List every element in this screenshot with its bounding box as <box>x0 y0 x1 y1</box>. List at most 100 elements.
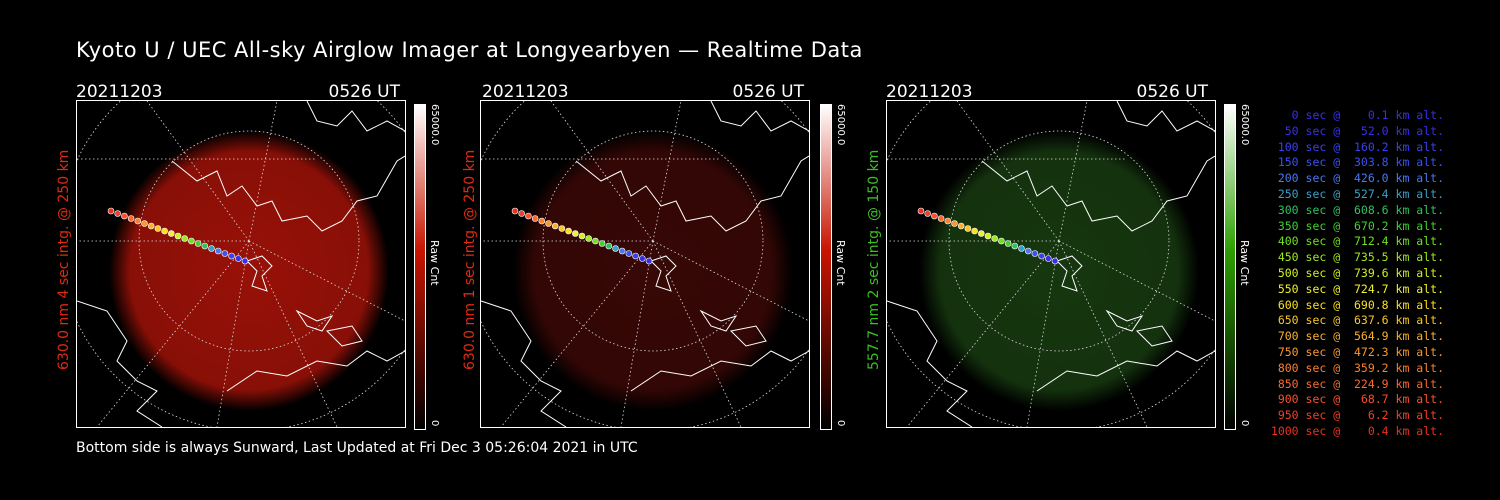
footer-note: Bottom side is always Sunward, Last Upda… <box>76 440 638 456</box>
trajectory-point <box>161 227 168 235</box>
trajectory-point <box>618 247 626 255</box>
panel-1-map <box>77 101 405 427</box>
trajectory-point <box>944 217 952 225</box>
airglow-disk <box>919 131 1199 411</box>
panel-2-cbar-unit: Raw Cnt <box>834 240 847 286</box>
trajectory-point <box>538 217 546 225</box>
trajectory-point <box>121 212 128 220</box>
trajectory-point <box>188 237 195 245</box>
trajectory-point <box>511 207 519 215</box>
trajectory-point <box>127 215 135 222</box>
trajectory-point <box>625 250 633 257</box>
panel-3-ylabel: 557.7 nm 2 sec intg. @ 150 km <box>866 149 882 370</box>
panel-3-cbar-max: 65000.0 <box>1239 104 1250 146</box>
trajectory-point <box>518 210 526 217</box>
trajectory-point <box>194 240 202 247</box>
trajectory-point <box>612 245 619 252</box>
trajectory-point <box>951 220 958 227</box>
map-grid <box>481 101 809 427</box>
legend-row: 150 sec @ 303.8 km alt. <box>1270 155 1444 170</box>
trajectory-point <box>1038 252 1045 260</box>
panel-2-cbar-max: 65000.0 <box>835 104 846 146</box>
trajectory-point <box>924 210 932 217</box>
legend-row: 900 sec @ 68.7 km alt. <box>1270 392 1444 407</box>
trajectory-point <box>1045 255 1052 262</box>
trajectory-point <box>632 252 639 260</box>
rocket-trajectory <box>511 207 653 265</box>
panel-3-image[interactable] <box>886 100 1216 428</box>
legend-row: 1000 sec @ 0.4 km alt. <box>1270 423 1444 438</box>
trajectory-point <box>645 257 653 265</box>
page-title: Kyoto U / UEC All-sky Airglow Imager at … <box>76 38 863 62</box>
trajectory-point <box>228 252 235 260</box>
trajectory-point <box>585 235 592 242</box>
trajectory-point <box>971 227 978 235</box>
trajectory-point <box>1051 257 1059 265</box>
coastline <box>77 101 405 427</box>
map-grid <box>77 101 405 427</box>
coastline <box>481 101 809 427</box>
trajectory-point <box>998 237 1005 245</box>
trajectory-point <box>984 232 992 240</box>
legend-row: 850 sec @ 224.9 km alt. <box>1270 376 1444 391</box>
legend-row: 100 sec @ 160.2 km alt. <box>1270 139 1444 154</box>
trajectory-point <box>639 255 646 262</box>
trajectory-point <box>991 235 998 242</box>
trajectory-point <box>114 210 122 217</box>
panel-1-ylabel: 630.0 nm 4 sec intg. @ 250 km <box>56 149 72 370</box>
trajectory-point <box>531 215 539 222</box>
panel-1-cbar-min: 0 <box>429 420 440 427</box>
airglow-disk <box>513 131 793 411</box>
panel-3-time: 0526 UT <box>1136 82 1209 102</box>
panel-1-date: 20211203 <box>76 82 163 102</box>
legend-row: 550 sec @ 724.7 km alt. <box>1270 281 1444 296</box>
legend-row: 250 sec @ 527.4 km alt. <box>1270 186 1444 201</box>
legend-row: 950 sec @ 6.2 km alt. <box>1270 408 1444 423</box>
trajectory-point <box>168 230 175 237</box>
trajectory-point <box>592 237 599 245</box>
legend-row: 500 sec @ 739.6 km alt. <box>1270 265 1444 280</box>
panel-3-date: 20211203 <box>886 82 973 102</box>
panel-3-cbar-unit: Raw Cnt <box>1238 240 1251 286</box>
panel-2-time: 0526 UT <box>732 82 805 102</box>
legend-row: 450 sec @ 735.5 km alt. <box>1270 250 1444 265</box>
trajectory-point <box>545 220 552 227</box>
trajectory-point <box>964 225 972 232</box>
legend-row: 650 sec @ 637.6 km alt. <box>1270 313 1444 328</box>
trajectory-point <box>235 255 242 262</box>
trajectory-point <box>551 222 559 230</box>
trajectory-point <box>181 235 188 242</box>
trajectory-point <box>558 225 566 232</box>
trajectory-point <box>1031 250 1039 257</box>
legend-row: 400 sec @ 712.4 km alt. <box>1270 234 1444 249</box>
rocket-trajectory <box>917 207 1059 265</box>
panel-1-cbar-unit: Raw Cnt <box>428 240 441 286</box>
legend-row: 750 sec @ 472.3 km alt. <box>1270 344 1444 359</box>
trajectory-point <box>1024 247 1032 255</box>
trajectory-point <box>107 207 115 215</box>
trajectory-point <box>154 225 162 232</box>
legend-row: 50 sec @ 52.0 km alt. <box>1270 123 1444 138</box>
trajectory-point <box>1018 245 1025 252</box>
airglow-disk <box>109 131 389 411</box>
legend-row: 0 sec @ 0.1 km alt. <box>1270 108 1444 122</box>
trajectory-point <box>1004 240 1012 247</box>
panel-2-cbar-min: 0 <box>835 420 846 427</box>
panel-3-colorbar <box>1224 104 1236 430</box>
trajectory-point <box>1011 242 1019 250</box>
legend-row: 700 sec @ 564.9 km alt. <box>1270 329 1444 344</box>
panel-2-colorbar <box>820 104 832 430</box>
panel-2-map <box>481 101 809 427</box>
trajectory-point <box>578 232 586 240</box>
legend-row: 800 sec @ 359.2 km alt. <box>1270 360 1444 375</box>
trajectory-point <box>605 242 613 250</box>
panel-1-colorbar <box>414 104 426 430</box>
trajectory-point <box>937 215 945 222</box>
panel-2-image[interactable] <box>480 100 810 428</box>
trajectory-point <box>978 230 985 237</box>
panel-1-image[interactable] <box>76 100 406 428</box>
trajectory-point <box>201 242 209 250</box>
trajectory-point <box>134 217 142 225</box>
trajectory-point <box>565 227 572 235</box>
legend-row: 300 sec @ 608.6 km alt. <box>1270 202 1444 217</box>
